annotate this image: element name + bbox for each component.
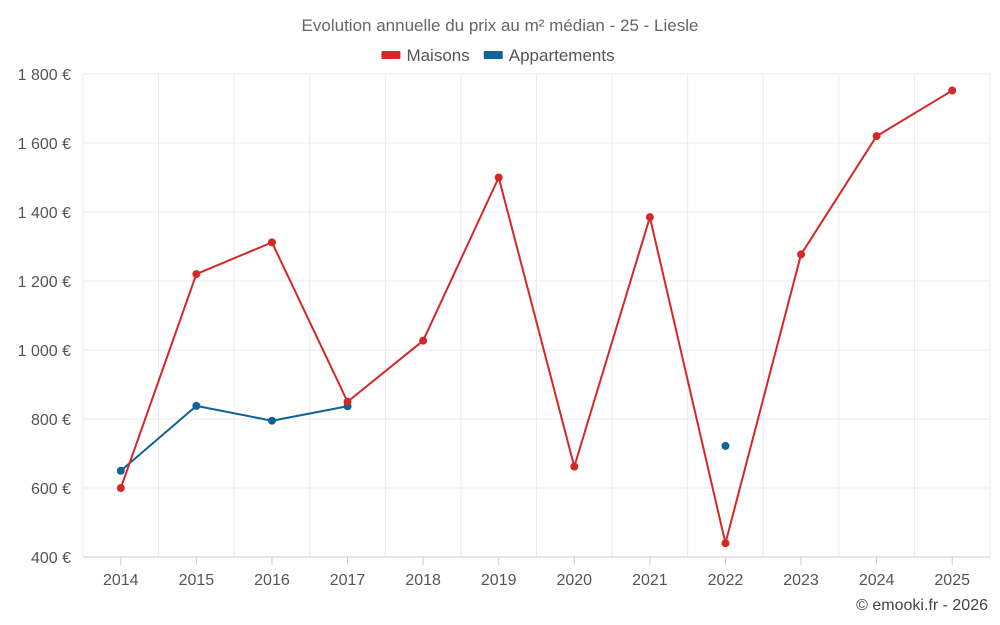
data-point-appartements[interactable] <box>116 466 125 475</box>
data-point-appartements[interactable] <box>267 416 276 425</box>
data-point-appartements[interactable] <box>192 401 201 410</box>
data-point-maisons[interactable] <box>267 238 276 247</box>
series-maisons <box>116 86 957 548</box>
x-tick-label: 2014 <box>103 572 139 589</box>
legend-swatch-maisons <box>381 51 401 59</box>
data-point-maisons[interactable] <box>948 86 957 95</box>
x-tick-label: 2024 <box>859 572 895 589</box>
data-point-maisons[interactable] <box>343 397 352 406</box>
x-tick-label: 2015 <box>179 572 215 589</box>
x-tick-label: 2016 <box>254 572 290 589</box>
x-gridlines <box>82 74 991 557</box>
data-point-maisons[interactable] <box>494 173 503 182</box>
data-point-maisons[interactable] <box>570 462 579 471</box>
x-tick-label: 2017 <box>330 572 366 589</box>
y-tick-label: 600 € <box>31 481 71 498</box>
x-tick-label: 2023 <box>783 572 819 589</box>
y-gridlines: 400 € 600 € 800 € 1 000 € 1 200 € 1 400 € 1 60… <box>18 67 990 567</box>
x-tick-label: 2020 <box>556 572 592 589</box>
data-point-maisons[interactable] <box>419 336 428 345</box>
legend-swatch-appartements <box>483 51 503 59</box>
x-tick-label: 2019 <box>481 572 517 589</box>
data-point-maisons[interactable] <box>645 213 654 222</box>
y-tick-label: 1 600 € <box>18 136 71 153</box>
x-tick-label: 2025 <box>934 572 970 589</box>
legend-item-appartements[interactable]: Appartements <box>483 46 615 65</box>
y-tick-label: 1 800 € <box>18 67 71 84</box>
data-point-appartements[interactable] <box>721 441 730 450</box>
axes: 2014 2015 2016 2017 2018 2019 2020 2021 2022 2023… <box>83 556 990 589</box>
legend-label-maisons: Maisons <box>406 46 469 65</box>
chart-title: Evolution annuelle du prix au m² médian … <box>302 16 699 35</box>
data-point-maisons[interactable] <box>192 270 201 279</box>
data-point-maisons[interactable] <box>797 250 806 259</box>
credit-text: © emooki.fr - 2026 <box>856 597 988 614</box>
series-line-maisons <box>119 89 953 545</box>
series-layer <box>116 86 957 548</box>
x-tick-label: 2022 <box>708 572 744 589</box>
y-tick-label: 1 200 € <box>18 274 71 291</box>
data-point-maisons[interactable] <box>116 484 125 492</box>
x-tick-label: 2021 <box>632 572 668 589</box>
data-point-maisons[interactable] <box>721 539 730 548</box>
y-tick-label: 800 € <box>31 412 71 429</box>
y-tick-label: 1 400 € <box>18 205 71 222</box>
legend: Maisons Appartements <box>381 46 615 65</box>
y-tick-label: 400 € <box>31 550 71 567</box>
legend-item-maisons[interactable]: Maisons <box>381 46 470 65</box>
series-line-appartements <box>120 404 348 472</box>
x-tick-label: 2018 <box>405 572 441 589</box>
y-tick-label: 1 000 € <box>18 343 71 360</box>
legend-label-appartements: Appartements <box>509 46 615 65</box>
data-point-maisons[interactable] <box>872 132 881 141</box>
series-appartements <box>116 401 730 475</box>
